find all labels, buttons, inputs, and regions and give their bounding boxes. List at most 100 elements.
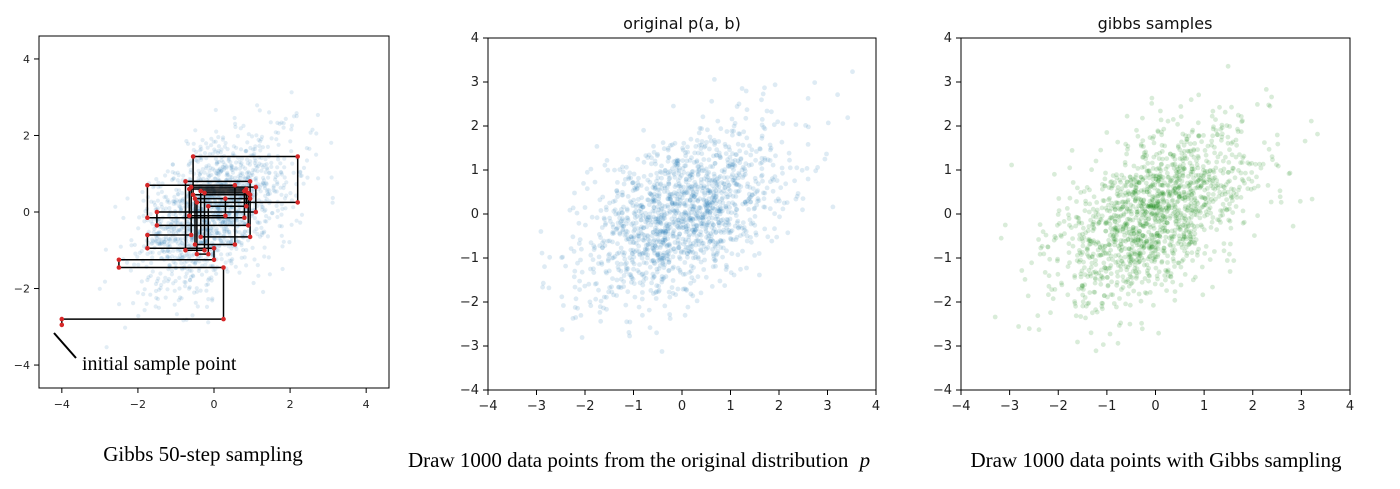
scatter-point bbox=[150, 255, 155, 260]
scatter-point bbox=[196, 268, 201, 273]
scatter-point bbox=[256, 164, 261, 169]
scatter-point bbox=[772, 226, 777, 232]
scatter-point bbox=[166, 213, 171, 218]
scatter-point bbox=[767, 142, 773, 148]
scatter-point bbox=[1176, 190, 1182, 196]
scatter-point bbox=[813, 168, 819, 174]
scatter-point bbox=[175, 220, 180, 225]
scatter-point bbox=[301, 165, 307, 170]
scatter-point bbox=[1188, 179, 1193, 185]
scatter-point bbox=[1127, 321, 1133, 327]
scatter-point bbox=[680, 158, 686, 164]
scatter-point bbox=[678, 249, 684, 254]
scatter-point bbox=[162, 240, 167, 245]
scatter-point bbox=[1227, 124, 1232, 129]
scatter-point bbox=[1131, 231, 1137, 237]
scatter-point bbox=[724, 225, 730, 231]
scatter-point bbox=[594, 215, 600, 221]
scatter-point bbox=[169, 268, 175, 273]
scatter-point bbox=[616, 250, 622, 256]
scatter-point bbox=[650, 196, 656, 202]
scatter-point bbox=[142, 287, 147, 292]
scatter-point bbox=[282, 196, 288, 201]
scatter-point bbox=[265, 144, 270, 149]
scatter-point bbox=[1061, 219, 1067, 224]
scatter-point bbox=[1037, 222, 1043, 228]
scatter-point bbox=[1082, 208, 1088, 214]
scatter-point bbox=[578, 313, 584, 318]
scatter-point bbox=[255, 263, 260, 268]
scatter-point bbox=[242, 229, 247, 234]
scatter-point bbox=[174, 198, 179, 203]
scatter-point bbox=[1167, 215, 1173, 221]
scatter-point bbox=[205, 282, 211, 287]
scatter-point bbox=[604, 207, 609, 213]
scatter-point bbox=[253, 178, 259, 183]
scatter-point bbox=[225, 227, 230, 232]
scatter-point bbox=[1055, 258, 1060, 264]
scatter-point bbox=[1165, 260, 1170, 265]
scatter-point bbox=[705, 209, 710, 214]
scatter-point bbox=[171, 212, 176, 217]
scatter-point bbox=[216, 177, 221, 182]
scatter-point bbox=[714, 147, 720, 153]
scatter-point bbox=[690, 227, 695, 233]
scatter-point bbox=[1127, 254, 1133, 259]
scatter-point bbox=[228, 160, 233, 165]
scatter-point bbox=[228, 207, 233, 212]
background-points bbox=[97, 90, 335, 350]
scatter-point bbox=[1064, 206, 1070, 211]
scatter-point bbox=[229, 239, 234, 245]
scatter-point bbox=[1089, 260, 1095, 266]
scatter-point bbox=[850, 69, 855, 75]
scatter-point bbox=[1208, 225, 1214, 230]
scatter-point bbox=[194, 289, 200, 294]
scatter-point bbox=[658, 213, 664, 218]
scatter-point bbox=[636, 304, 642, 310]
scatter-point bbox=[204, 164, 209, 169]
scatter-point bbox=[204, 227, 209, 232]
scatter-point bbox=[165, 254, 170, 259]
scatter-point bbox=[158, 237, 163, 242]
scatter-point bbox=[1016, 324, 1021, 329]
scatter-point bbox=[249, 134, 255, 139]
scatter-point bbox=[278, 161, 283, 166]
scatter-point bbox=[621, 279, 627, 284]
scatter-point bbox=[222, 162, 227, 167]
gibbs-sample-point bbox=[190, 192, 196, 198]
scatter-point bbox=[670, 207, 676, 213]
scatter-point bbox=[225, 238, 230, 243]
gibbs-sample-point bbox=[247, 234, 253, 240]
scatter-point bbox=[721, 188, 726, 194]
scatter-point bbox=[279, 192, 284, 197]
scatter-point bbox=[259, 182, 264, 187]
scatter-point bbox=[1112, 225, 1118, 231]
scatter-point bbox=[214, 226, 219, 232]
y-tick-label: 4 bbox=[23, 53, 30, 66]
scatter-point bbox=[1070, 236, 1075, 242]
scatter-point bbox=[190, 313, 195, 318]
scatter-point bbox=[675, 158, 680, 164]
scatter-point bbox=[998, 235, 1004, 241]
scatter-point bbox=[667, 294, 673, 300]
scatter-point bbox=[1123, 183, 1129, 189]
scatter-point bbox=[209, 249, 214, 254]
scatter-point bbox=[1165, 118, 1171, 124]
scatter-point bbox=[1120, 226, 1126, 232]
scatter-point bbox=[177, 204, 182, 209]
scatter-point bbox=[717, 207, 723, 213]
scatter-point bbox=[189, 239, 194, 244]
scatter-point bbox=[1216, 194, 1222, 199]
scatter-point bbox=[1108, 253, 1114, 259]
gibbs-sample-point bbox=[183, 179, 188, 184]
scatter-point bbox=[610, 199, 616, 205]
scatter-point bbox=[250, 172, 255, 177]
scatter-point bbox=[194, 158, 199, 163]
scatter-point bbox=[229, 167, 234, 172]
scatter-point bbox=[131, 301, 136, 306]
scatter-point bbox=[1266, 146, 1272, 152]
scatter-point bbox=[289, 90, 294, 95]
scatter-point bbox=[655, 218, 661, 224]
scatter-point bbox=[628, 234, 634, 240]
scatter-point bbox=[199, 157, 204, 162]
